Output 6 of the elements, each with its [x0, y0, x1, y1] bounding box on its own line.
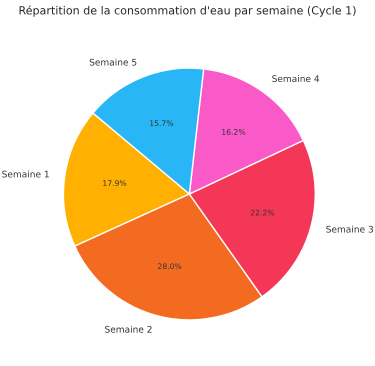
slice-label: Semaine 5 [90, 58, 136, 66]
slice-label: Semaine 2 [105, 326, 152, 333]
slice-label: Semaine 3 [326, 226, 373, 233]
slice-label: Semaine 4 [272, 75, 320, 82]
slice-label: Semaine 1 [2, 170, 49, 178]
chart-title: Répartition de la consommation d'eau par semaine (Cycle 1) [20, 5, 356, 17]
